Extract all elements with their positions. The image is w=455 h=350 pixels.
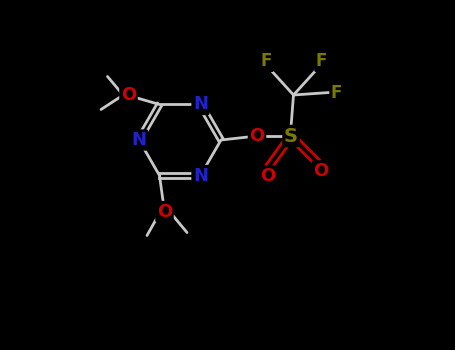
Text: F: F [331, 84, 342, 101]
Text: F: F [261, 52, 272, 70]
Text: S: S [284, 126, 298, 146]
Text: F: F [316, 52, 327, 70]
Text: N: N [193, 96, 208, 113]
Text: O: O [157, 203, 172, 220]
Text: N: N [193, 167, 208, 184]
Text: O: O [313, 162, 329, 180]
Text: O: O [260, 167, 275, 185]
Text: O: O [249, 127, 265, 145]
Text: O: O [121, 86, 136, 105]
Text: N: N [131, 131, 147, 149]
